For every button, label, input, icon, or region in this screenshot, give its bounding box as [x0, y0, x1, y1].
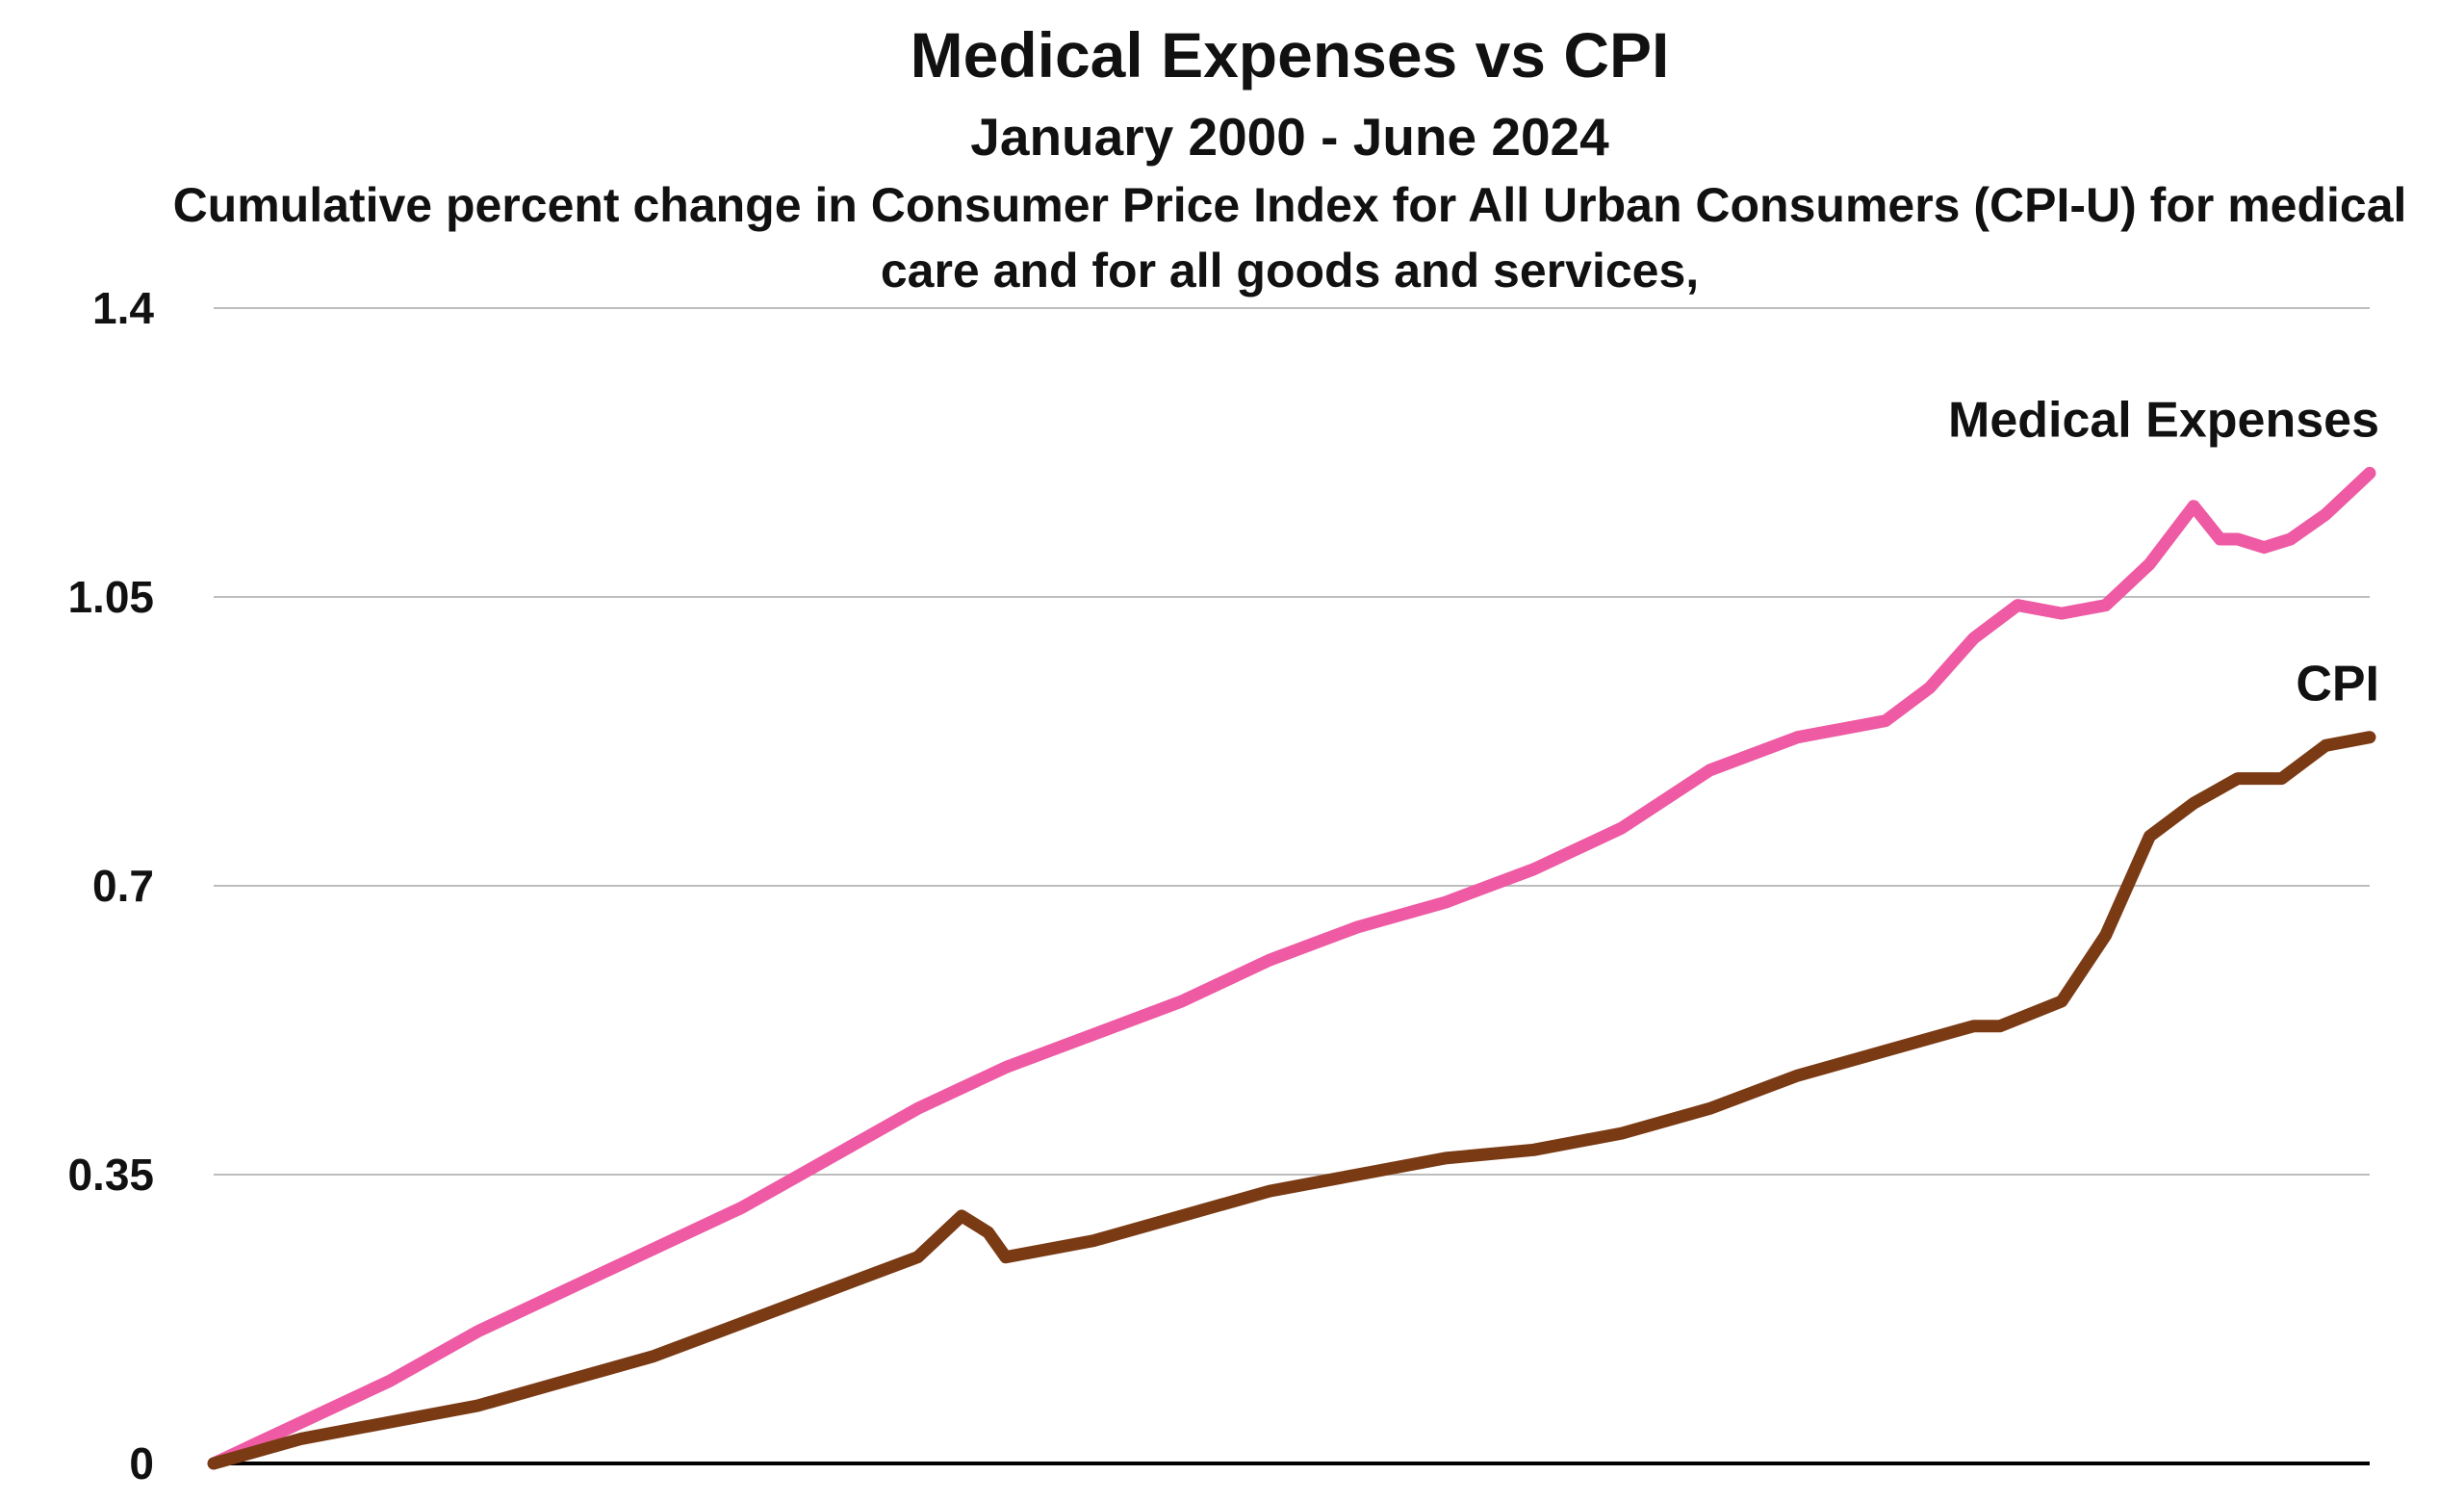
series-line-medical-expenses: [207, 466, 2376, 1470]
y-tick-label: 1.4: [92, 283, 154, 333]
series-lines: [207, 466, 2376, 1470]
y-tick-label: 0.7: [92, 861, 154, 911]
grid-lines: 0 0.35 0.7 1.05 1.4: [67, 283, 2370, 1488]
y-tick-label: 0: [129, 1438, 154, 1488]
chart-subtitle: January 2000 - June 2024: [970, 107, 1609, 167]
chart-title: Medical Expenses vs CPI: [910, 19, 1670, 91]
series-label-medical-expenses: Medical Expenses: [1948, 392, 2379, 448]
y-tick-label: 1.05: [67, 572, 154, 622]
chart-description: Cumulative percent change in Consumer Pr…: [172, 178, 2407, 298]
y-tick-label: 0.35: [67, 1150, 154, 1200]
series-labels: Medical Expenses CPI: [1948, 392, 2379, 712]
series-line-cpi: [207, 731, 2376, 1470]
series-label-cpi: CPI: [2296, 657, 2379, 712]
